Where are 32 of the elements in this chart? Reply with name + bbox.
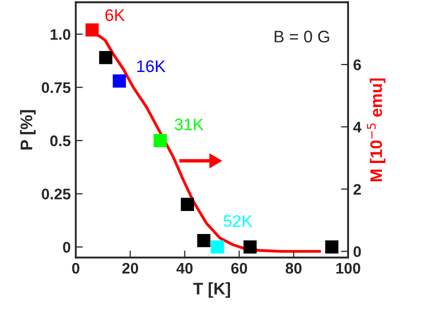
point	[180, 198, 194, 211]
annotation: 31K	[174, 118, 204, 130]
x-tick-label: 80	[286, 262, 302, 274]
point	[154, 134, 167, 148]
y-tick-label: 0.5	[50, 135, 70, 146]
x-tick-label: 100	[336, 262, 360, 274]
y2-tick-label: 6	[354, 59, 361, 70]
x-axis-title: T [K]	[193, 282, 230, 298]
y-axis-title: P [%]	[20, 110, 36, 150]
y-tick-label: 1.0	[50, 29, 70, 40]
annotation: 16K	[137, 60, 166, 72]
point	[243, 240, 257, 254]
y-tick-label: 0.25	[42, 188, 70, 200]
y-tick-label: 0.75	[42, 82, 70, 94]
y2-tick-label: 2	[354, 184, 361, 195]
x-tick-label: 40	[176, 262, 193, 274]
x-tick-label: 0	[72, 262, 80, 274]
point	[112, 74, 126, 88]
y2-tick-label: 4	[353, 122, 362, 132]
y2-tick-label: 0	[354, 246, 361, 258]
point	[325, 240, 338, 254]
point	[197, 234, 210, 248]
point	[210, 240, 224, 254]
x-tick-label: 20	[122, 262, 138, 274]
y-tick-label: 0	[63, 242, 70, 253]
annotation: 6K	[105, 9, 125, 22]
annotation: 52K	[224, 215, 252, 227]
point	[99, 50, 112, 64]
point	[86, 23, 99, 37]
y2-axis-title: M [10$^{−5}$ emu]	[367, 78, 386, 182]
x-tick-label: 60	[231, 262, 248, 274]
annotation: B = 0 G	[274, 30, 330, 42]
